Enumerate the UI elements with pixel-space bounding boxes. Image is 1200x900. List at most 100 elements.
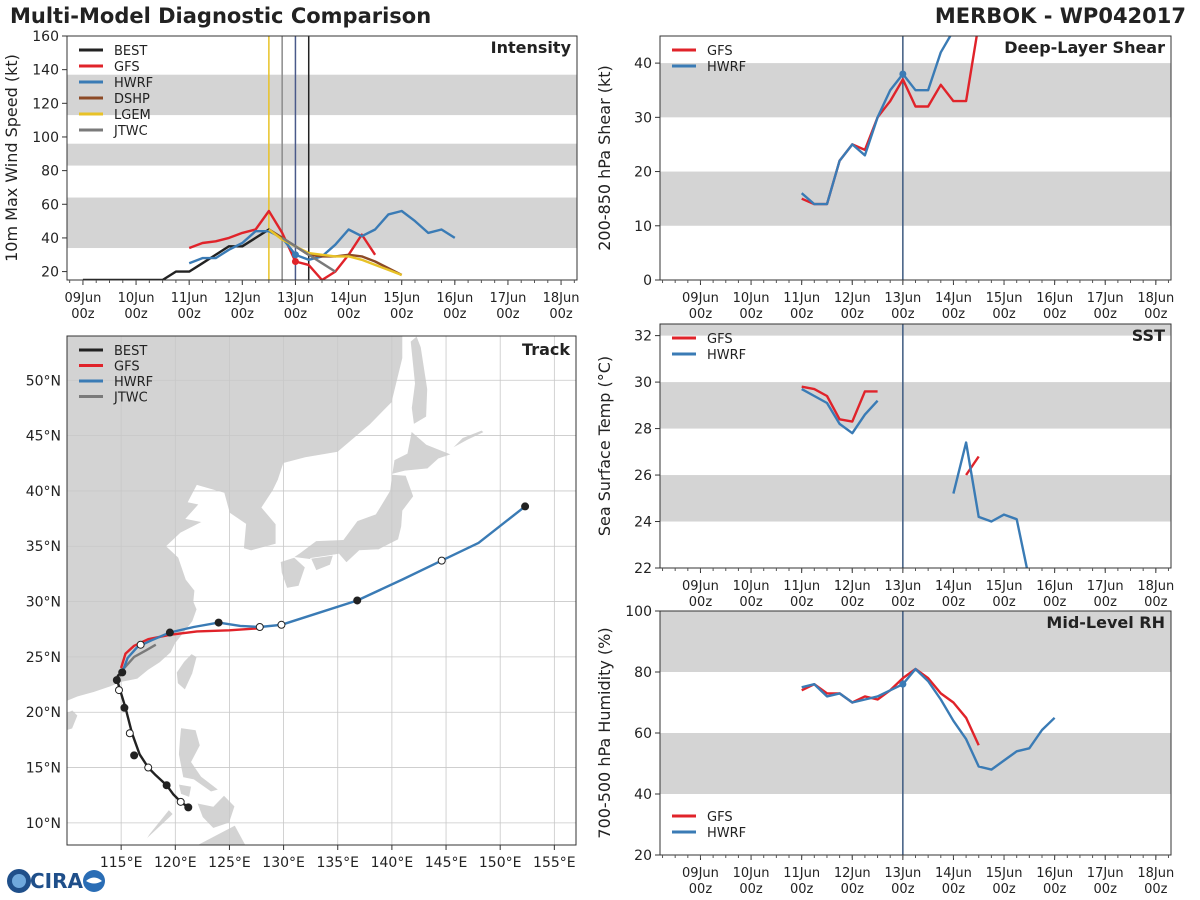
logo-text: CIRA xyxy=(30,869,84,893)
x-tick-label: 135°E xyxy=(316,855,359,871)
x-tick-label: 14Jun xyxy=(935,579,972,594)
x-tick-label: 18Jun xyxy=(1137,579,1174,594)
land-honshu xyxy=(292,473,415,564)
x-tick-label: 00z xyxy=(992,307,1016,322)
x-tick-label: 00z xyxy=(549,307,573,322)
track-point-best xyxy=(144,763,153,772)
x-tick-label: 12Jun xyxy=(834,291,871,306)
shading-band xyxy=(660,171,1171,226)
legend-label-gfs: GFS xyxy=(707,332,733,347)
legend-label-best: BEST xyxy=(114,44,147,59)
x-tick-label: 13Jun xyxy=(277,291,314,306)
y-tick-label: 22 xyxy=(634,561,652,577)
init-marker-hwrf xyxy=(899,70,907,78)
land-taiwan xyxy=(175,653,198,691)
x-tick-label: 00z xyxy=(1094,307,1118,322)
x-tick-label: 15Jun xyxy=(986,579,1023,594)
legend-label-hwrf: HWRF xyxy=(114,76,153,91)
track-point-best xyxy=(120,703,129,712)
x-tick-label: 17Jun xyxy=(1087,866,1124,881)
axes-frame xyxy=(66,335,577,846)
x-tick-label: 115°E xyxy=(100,855,143,871)
track-point-hwrf xyxy=(521,502,530,511)
y-tick-label: 10°N xyxy=(26,816,61,832)
land-hokkaido xyxy=(391,430,453,475)
legend-label-lgem: LGEM xyxy=(114,108,151,123)
land-mainland xyxy=(67,336,404,702)
y-tick-label: 20°N xyxy=(26,705,61,721)
x-tick-label: 15Jun xyxy=(986,866,1023,881)
x-tick-label: 00z xyxy=(841,595,865,610)
cira-logo-icon: CIRA xyxy=(7,869,105,893)
x-tick-label: 150°E xyxy=(479,855,522,871)
x-tick-label: 16Jun xyxy=(1036,291,1073,306)
x-tick-label: 00z xyxy=(942,882,966,897)
land-hainan xyxy=(67,709,79,731)
x-tick-label: 10Jun xyxy=(733,866,770,881)
panel-title: Intensity xyxy=(491,38,572,57)
x-tick-label: 09Jun xyxy=(682,579,719,594)
x-tick-label: 18Jun xyxy=(543,291,580,306)
track-point-hwrf xyxy=(353,596,362,605)
x-tick-label: 14Jun xyxy=(935,866,972,881)
land-shikoku xyxy=(310,554,334,572)
series-line-hwrf xyxy=(952,441,1029,568)
y-tick-label: 25°N xyxy=(26,650,61,666)
x-tick-label: 00z xyxy=(1043,882,1067,897)
land-mindanao xyxy=(196,824,247,845)
track-point-hwrf xyxy=(118,668,127,677)
y-axis-label: 10m Max Wind Speed (kt) xyxy=(2,54,21,262)
track-point-best xyxy=(184,803,193,812)
x-tick-label: 00z xyxy=(443,307,467,322)
x-tick-label: 00z xyxy=(1094,882,1118,897)
shading-band xyxy=(660,324,1171,336)
shading-band xyxy=(67,197,577,249)
legend-label-hwrf: HWRF xyxy=(707,348,746,363)
y-tick-label: 35°N xyxy=(26,539,61,555)
panel-intensity: 2040608010012014016009Jun00z10Jun00z11Ju… xyxy=(2,29,579,322)
y-tick-label: 30 xyxy=(634,375,652,391)
series-line-hwrf xyxy=(801,667,1056,771)
legend-label-hwrf: HWRF xyxy=(707,60,746,75)
track-point-hwrf xyxy=(214,618,223,627)
x-tick-label: 11Jun xyxy=(171,291,208,306)
x-tick-label: 12Jun xyxy=(834,579,871,594)
panel-title: Track xyxy=(522,340,570,359)
x-tick-label: 140°E xyxy=(371,855,414,871)
x-tick-label: 155°E xyxy=(533,855,576,871)
x-tick-label: 10Jun xyxy=(733,291,770,306)
legend-label-hwrf: HWRF xyxy=(707,826,746,841)
x-tick-label: 00z xyxy=(1144,307,1168,322)
y-tick-label: 26 xyxy=(634,468,652,484)
x-tick-label: 13Jun xyxy=(884,291,921,306)
x-tick-label: 00z xyxy=(689,595,713,610)
track-point-best xyxy=(176,797,185,806)
y-tick-label: 15°N xyxy=(26,761,61,777)
init-marker-hwrf xyxy=(291,251,299,259)
land-visayas xyxy=(196,794,236,829)
track-point-best xyxy=(130,751,139,760)
shading-band xyxy=(67,143,577,166)
series-line-gfs xyxy=(965,455,980,476)
x-tick-label: 120°E xyxy=(154,855,197,871)
panel-title: SST xyxy=(1132,326,1165,345)
legend-label-gfs: GFS xyxy=(707,810,733,825)
x-tick-label: 00z xyxy=(790,882,814,897)
y-tick-label: 24 xyxy=(634,515,652,531)
x-tick-label: 15Jun xyxy=(383,291,420,306)
x-tick-label: 00z xyxy=(942,307,966,322)
x-tick-label: 16Jun xyxy=(1036,866,1073,881)
shading-band xyxy=(67,74,577,116)
track-point-best xyxy=(112,676,121,685)
init-marker-gfs xyxy=(291,257,299,265)
y-tick-label: 80 xyxy=(634,665,652,681)
y-tick-label: 20 xyxy=(634,848,652,864)
x-tick-label: 12Jun xyxy=(834,866,871,881)
x-tick-label: 11Jun xyxy=(783,579,820,594)
panel-rh: 2040608010009Jun00z10Jun00z11Jun00z12Jun… xyxy=(595,604,1174,897)
track-line-best xyxy=(115,669,190,809)
land-kurils xyxy=(451,429,485,450)
legend-label-gfs: GFS xyxy=(114,360,140,375)
x-tick-label: 00z xyxy=(790,595,814,610)
